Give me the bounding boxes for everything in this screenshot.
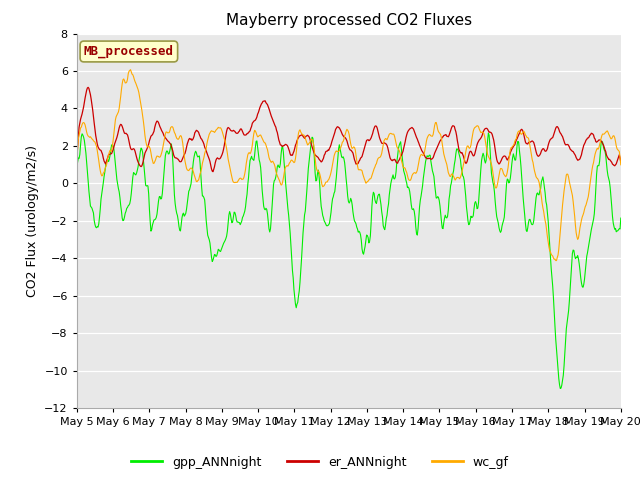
- er_ANNnight: [617, 159, 625, 165]
- er_ANNnight: [84, 84, 92, 90]
- er_ANNnight: [73, 155, 81, 161]
- gpp_ANNnight: [431, 182, 438, 188]
- er_ANNnight: [433, 147, 440, 153]
- er_ANNnight: [140, 157, 147, 163]
- er_ANNnight: [417, 144, 424, 150]
- Line: gpp_ANNnight: gpp_ANNnight: [77, 133, 621, 388]
- gpp_ANNnight: [415, 215, 422, 221]
- Line: wc_gf: wc_gf: [77, 70, 621, 261]
- wc_gf: [552, 258, 559, 264]
- er_ANNnight: [209, 169, 217, 175]
- Y-axis label: CO2 Flux (urology/m2/s): CO2 Flux (urology/m2/s): [26, 145, 38, 297]
- wc_gf: [83, 129, 90, 135]
- gpp_ANNnight: [484, 130, 492, 136]
- wc_gf: [140, 119, 147, 124]
- gpp_ANNnight: [223, 233, 230, 239]
- wc_gf: [127, 67, 134, 72]
- wc_gf: [223, 151, 231, 156]
- gpp_ANNnight: [139, 149, 147, 155]
- wc_gf: [73, 157, 81, 163]
- gpp_ANNnight: [83, 159, 90, 165]
- gpp_ANNnight: [556, 385, 564, 391]
- wc_gf: [617, 162, 625, 168]
- gpp_ANNnight: [194, 154, 202, 160]
- Legend: gpp_ANNnight, er_ANNnight, wc_gf: gpp_ANNnight, er_ANNnight, wc_gf: [126, 451, 514, 474]
- wc_gf: [431, 120, 439, 126]
- gpp_ANNnight: [617, 215, 625, 221]
- er_ANNnight: [83, 87, 90, 93]
- gpp_ANNnight: [73, 164, 81, 169]
- er_ANNnight: [224, 125, 232, 131]
- Title: Mayberry processed CO2 Fluxes: Mayberry processed CO2 Fluxes: [226, 13, 472, 28]
- wc_gf: [416, 155, 424, 161]
- Line: er_ANNnight: er_ANNnight: [77, 87, 621, 172]
- er_ANNnight: [195, 130, 202, 135]
- wc_gf: [195, 177, 202, 183]
- Text: MB_processed: MB_processed: [84, 45, 174, 58]
